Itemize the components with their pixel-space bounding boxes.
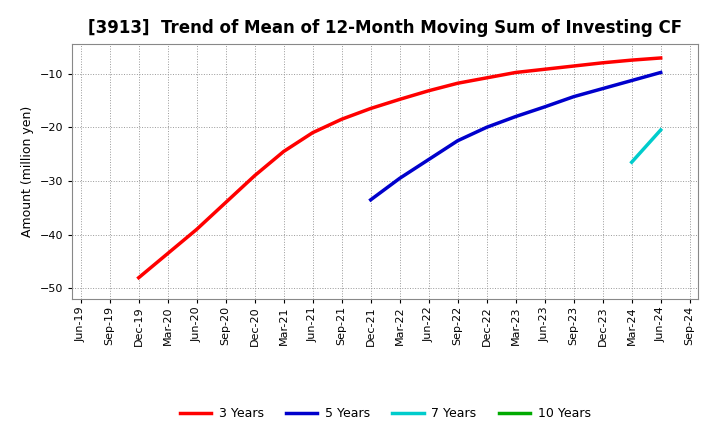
Legend: 3 Years, 5 Years, 7 Years, 10 Years: 3 Years, 5 Years, 7 Years, 10 Years	[175, 403, 595, 425]
Y-axis label: Amount (million yen): Amount (million yen)	[21, 106, 34, 237]
Title: [3913]  Trend of Mean of 12-Month Moving Sum of Investing CF: [3913] Trend of Mean of 12-Month Moving …	[88, 19, 683, 37]
